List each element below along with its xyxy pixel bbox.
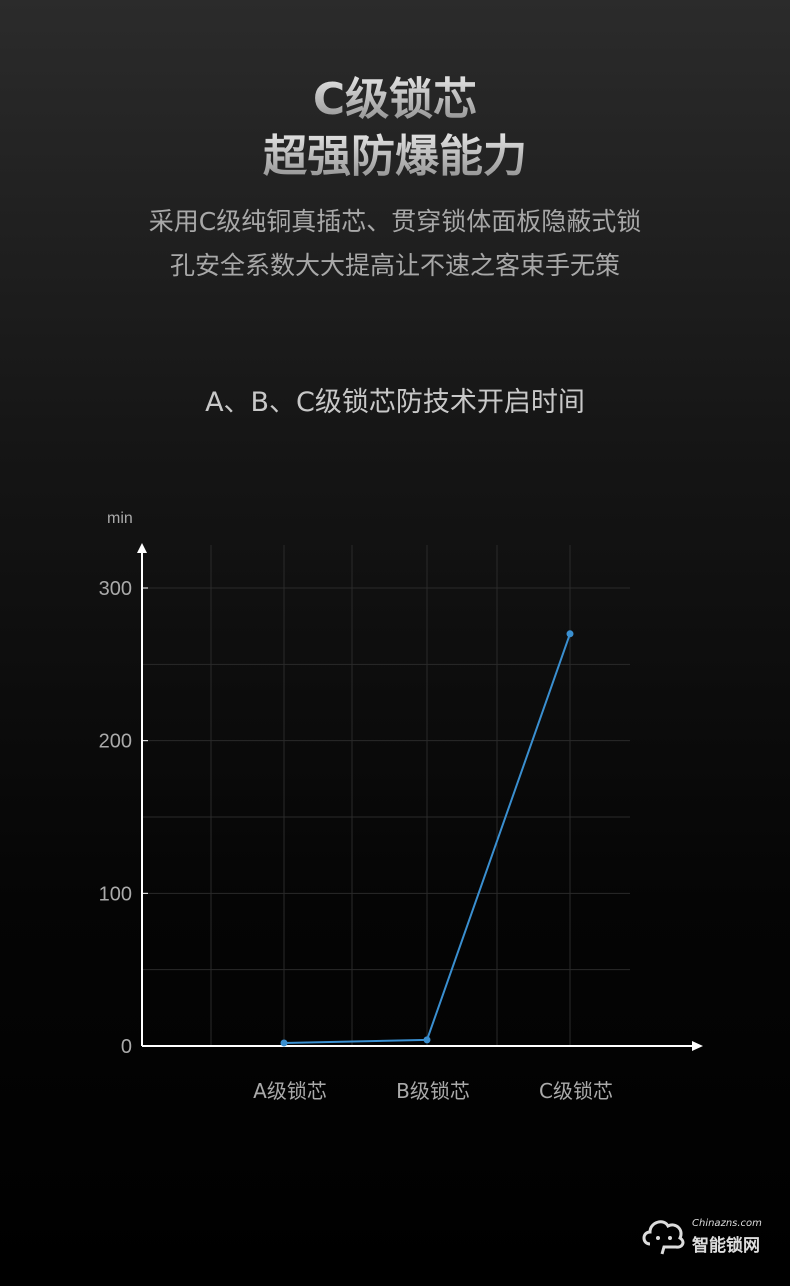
chart-title: A、B、C级锁芯防技术开启时间 xyxy=(205,387,585,418)
y-tick-label: 300 xyxy=(99,578,132,600)
watermark-logo: Chinazns.com 智能锁网 xyxy=(640,1214,780,1264)
watermark-cn: 智能锁网 xyxy=(692,1236,760,1256)
y-axis-label: min xyxy=(107,510,133,527)
x-axis-arrow xyxy=(692,1041,703,1051)
x-tick-label: B级锁芯 xyxy=(396,1079,470,1103)
subtitle-line2: 孔安全系数大大提高让不速之客束手无策 xyxy=(169,251,620,280)
y-tick-label: 0 xyxy=(121,1036,132,1058)
y-tick-label: 200 xyxy=(99,731,132,753)
data-point xyxy=(423,1036,431,1044)
data-point xyxy=(566,630,574,638)
x-tick-label: C级锁芯 xyxy=(539,1079,613,1103)
title-line2: 超强防爆能力 xyxy=(0,130,790,184)
x-tick-label: A级锁芯 xyxy=(253,1079,327,1103)
cloud-icon xyxy=(642,1220,685,1255)
subtitle-line1: 采用C级纯铜真插芯、贯穿锁体面板隐蔽式锁 xyxy=(148,207,642,236)
title-line1: C级锁芯 xyxy=(0,73,790,127)
watermark-en: Chinazns.com xyxy=(692,1218,762,1229)
y-tick-label: 100 xyxy=(99,883,132,905)
data-point xyxy=(280,1039,288,1047)
y-axis-arrow xyxy=(137,543,147,553)
